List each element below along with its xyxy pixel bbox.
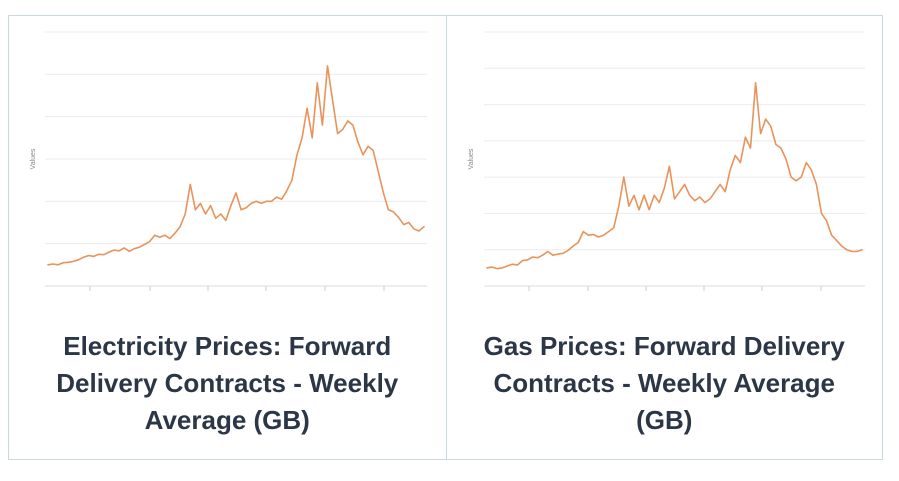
gas-title-line-1: Gas Prices: Forward Delivery <box>483 331 845 361</box>
electricity-card-title[interactable]: Electricity Prices: Forward Delivery Con… <box>9 328 446 439</box>
gas-card[interactable]: Values Gas Prices: Forward Delivery Cont… <box>445 16 884 459</box>
y-axis-label: Values <box>30 148 37 169</box>
gas-chart[interactable]: Values <box>447 16 884 316</box>
series-line <box>47 65 425 266</box>
electricity-card[interactable]: Values Electricity Prices: Forward Deliv… <box>9 16 446 459</box>
electricity-chart-svg: Values <box>30 31 427 291</box>
gas-title-line-2: Contracts - Weekly Average <box>493 368 835 398</box>
chart-cards: Values Electricity Prices: Forward Deliv… <box>8 15 883 460</box>
electricity-title-line-2: Delivery Contracts - Weekly <box>56 368 399 398</box>
gas-chart-svg: Values <box>468 31 865 291</box>
gas-card-title[interactable]: Gas Prices: Forward Delivery Contracts -… <box>447 328 883 439</box>
y-axis-label: Values <box>468 148 475 169</box>
electricity-title-line-3: Average (GB) <box>144 405 310 435</box>
electricity-title-line-1: Electricity Prices: Forward <box>63 331 392 361</box>
series-line <box>485 82 863 270</box>
electricity-chart[interactable]: Values <box>9 16 446 316</box>
gas-title-line-3: (GB) <box>636 405 693 435</box>
